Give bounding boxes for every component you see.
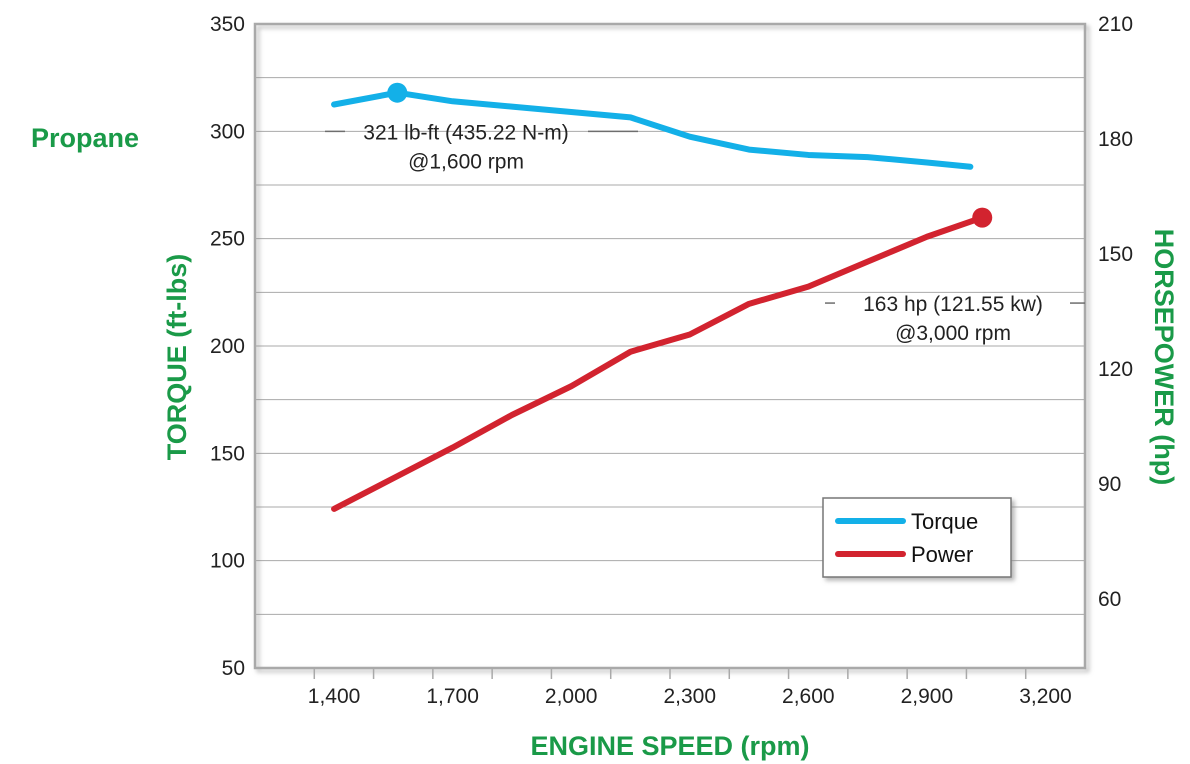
x-tick-label: 2,000 <box>545 685 598 708</box>
legend-label-torque: Torque <box>911 509 978 534</box>
y2-tick-label: 150 <box>1098 243 1133 266</box>
peak-marker-power <box>972 207 993 228</box>
y-tick-label: 250 <box>210 228 245 251</box>
annotation-text: 321 lb-ft (435.22 N-m) <box>363 121 568 144</box>
chart-title: Propane <box>31 123 139 153</box>
annotation-text: @1,600 rpm <box>408 150 524 173</box>
annotation-text: 163 hp (121.55 kw) <box>863 293 1043 316</box>
series-lines <box>331 82 993 512</box>
x-axis: 1,400 1,700 2,000 2,300 2,600 2,900 3,200 <box>308 668 1072 708</box>
y2-tick-label: 120 <box>1098 358 1133 381</box>
series-line-power <box>331 214 986 512</box>
y-tick-label: 200 <box>210 335 245 358</box>
y-axis-left: 50 100 150 200 250 300 350 <box>210 13 245 680</box>
y2-tick-label: 60 <box>1098 588 1121 611</box>
x-tick-label: 2,900 <box>901 685 954 708</box>
y-tick-label: 150 <box>210 442 245 465</box>
legend-label-power: Power <box>911 542 973 567</box>
y-tick-label: 100 <box>210 550 245 573</box>
series-line-torque <box>331 89 974 170</box>
annotation-text: @3,000 rpm <box>895 322 1011 345</box>
y2-tick-label: 180 <box>1098 128 1133 151</box>
legend: Torque Power <box>822 497 1012 578</box>
x-tick-label: 3,200 <box>1019 685 1072 708</box>
y-axis-left-title: TORQUE (ft-lbs) <box>162 254 192 460</box>
y-axis-right-title: HORSEPOWER (hp) <box>1149 229 1179 486</box>
legend-box <box>822 497 1012 578</box>
y2-tick-label: 210 <box>1098 13 1133 36</box>
y-tick-label: 50 <box>222 657 245 680</box>
y-axis-right: 60 90 120 150 180 210 <box>1098 13 1133 611</box>
x-axis-title: ENGINE SPEED (rpm) <box>530 731 809 761</box>
peak-marker-torque <box>387 82 408 103</box>
annotations: 321 lb-ft (435.22 N-m) @1,600 rpm 163 hp (… <box>325 121 1085 345</box>
x-tick-label: 1,400 <box>308 685 361 708</box>
y-tick-label: 350 <box>210 13 245 36</box>
y-tick-label: 300 <box>210 120 245 143</box>
grid-lines <box>255 77 1085 615</box>
x-tick-label: 2,300 <box>663 685 716 708</box>
x-tick-label: 2,600 <box>782 685 835 708</box>
y2-tick-label: 90 <box>1098 473 1121 496</box>
x-tick-label: 1,700 <box>426 685 479 708</box>
